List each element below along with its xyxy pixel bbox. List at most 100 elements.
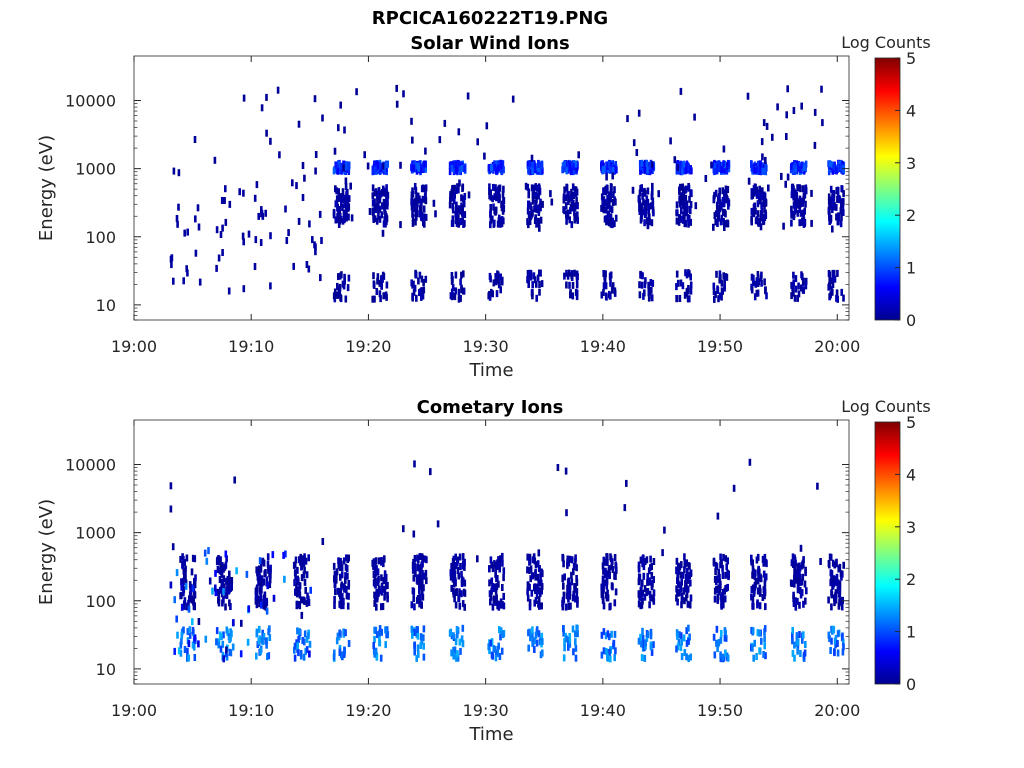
data-cell [294, 556, 298, 564]
data-cell [342, 164, 345, 172]
data-cell [751, 571, 754, 579]
data-cell [416, 196, 419, 204]
data-cell [531, 572, 535, 580]
data-cell [754, 569, 757, 577]
data-cell [497, 164, 500, 172]
data-cell [600, 631, 604, 639]
data-cell [493, 207, 496, 215]
colorbar-tick-label: 5 [906, 49, 916, 68]
data-cell [533, 646, 536, 653]
data-cell [190, 596, 194, 604]
data-cell [829, 553, 833, 561]
data-cell [535, 639, 539, 647]
data-cell [716, 512, 720, 520]
data-cell [753, 293, 757, 301]
data-cell [339, 592, 342, 599]
data-cell [411, 561, 415, 569]
data-cell [308, 220, 311, 228]
data-cell [640, 205, 643, 213]
data-cell [537, 579, 540, 587]
data-cell [380, 574, 383, 582]
data-cell [758, 629, 761, 637]
data-cell [260, 206, 263, 214]
data-cell [494, 273, 497, 280]
data-cell [295, 182, 298, 190]
data-cell [719, 636, 723, 644]
data-cell [453, 293, 457, 301]
data-cell [502, 166, 505, 174]
data-cell [694, 202, 698, 210]
data-cell [570, 168, 573, 176]
data-cell [218, 631, 222, 639]
data-cell [283, 575, 286, 583]
data-cell [606, 185, 609, 192]
data-cell [565, 183, 569, 191]
data-cell [260, 210, 263, 218]
data-cell [675, 629, 679, 637]
data-cell [798, 568, 801, 576]
data-cell [792, 201, 796, 209]
data-cell [456, 559, 459, 567]
data-cell [648, 218, 651, 226]
data-cell [534, 584, 538, 592]
data-cell [414, 162, 418, 170]
data-cell [501, 191, 505, 199]
data-cell [791, 626, 794, 634]
data-cell [680, 596, 684, 604]
data-cell [804, 184, 808, 192]
data-cell [832, 190, 836, 197]
data-cell [242, 285, 246, 293]
data-cell [838, 196, 842, 204]
colorbar-tick-label: 5 [906, 413, 916, 432]
data-cell [677, 638, 681, 646]
data-cell [561, 553, 564, 561]
data-cell [216, 588, 220, 596]
data-cell [489, 598, 492, 606]
data-cell [763, 580, 767, 588]
data-cell [685, 653, 688, 661]
data-cell [333, 596, 336, 603]
data-cell [570, 571, 573, 579]
x-tick-label: 19:00 [111, 337, 157, 356]
data-cell [685, 165, 688, 173]
data-cell [531, 292, 534, 300]
data-cell [495, 575, 498, 582]
data-cell [717, 164, 721, 172]
data-cell [454, 271, 458, 279]
data-cell [608, 565, 611, 573]
data-cell [538, 288, 541, 296]
data-cell [714, 291, 717, 299]
data-cell [689, 569, 693, 577]
data-cell [347, 162, 351, 170]
data-cell [613, 287, 617, 295]
data-cell [715, 586, 718, 594]
data-cell [836, 196, 839, 203]
data-cell [571, 281, 575, 289]
data-cell [458, 638, 462, 646]
data-cell [572, 563, 576, 570]
data-cell [748, 458, 752, 466]
data-cell [830, 637, 833, 645]
data-cell [726, 219, 729, 227]
data-cell [680, 168, 684, 176]
data-cell [644, 159, 647, 167]
data-cell [193, 654, 197, 661]
data-cell [375, 603, 378, 611]
data-cell [345, 214, 348, 222]
data-cell [372, 216, 375, 223]
data-cell [678, 631, 681, 639]
data-cell [224, 550, 228, 558]
data-cell [423, 192, 427, 200]
data-cell [677, 563, 681, 571]
data-cell [676, 164, 679, 171]
data-cell [223, 197, 226, 204]
data-cell [572, 167, 575, 175]
data-cell [838, 584, 842, 592]
data-cell [526, 183, 530, 191]
data-cell [717, 588, 721, 596]
data-cell [535, 196, 538, 204]
data-cell [258, 587, 262, 595]
data-cell [451, 215, 455, 223]
data-cell [460, 635, 464, 643]
data-cell [605, 582, 609, 590]
